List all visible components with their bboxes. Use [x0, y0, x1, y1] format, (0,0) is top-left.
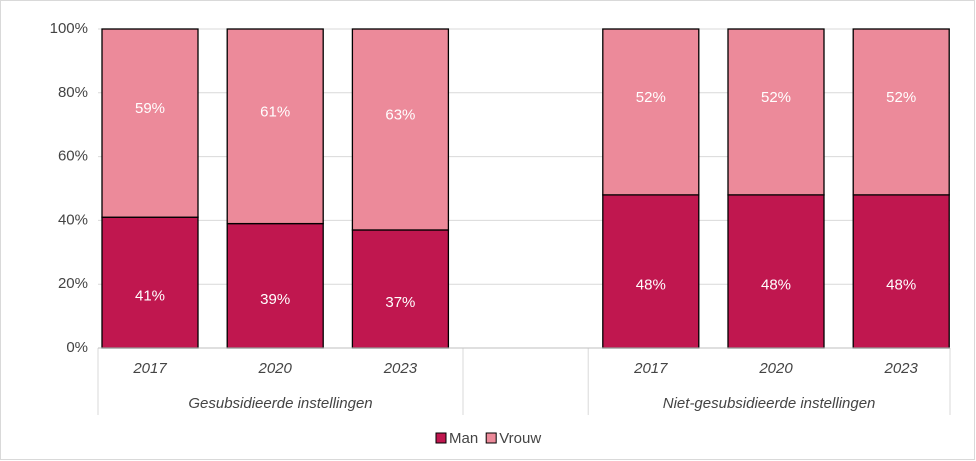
bar-segment	[351, 229, 450, 349]
bar-segment	[727, 28, 825, 196]
legend-label: Man	[449, 430, 478, 447]
bar-segment	[226, 28, 324, 225]
bar-segment	[602, 28, 700, 196]
legend-label: Vrouw	[499, 430, 541, 447]
bar-segment	[727, 194, 825, 349]
data-label: 41%	[135, 288, 165, 305]
data-label: 48%	[886, 276, 916, 293]
data-label: 37%	[385, 294, 415, 311]
group-label: Niet-gesubsidieerde instellingen	[663, 395, 876, 412]
y-tick-label: 60%	[58, 148, 88, 165]
bar-segment	[101, 28, 199, 218]
y-tick-label: 20%	[58, 275, 88, 292]
legend-swatch	[485, 432, 497, 444]
x-tick-label: 2023	[884, 360, 919, 377]
bar-segment	[226, 222, 324, 349]
data-label: 52%	[886, 89, 916, 106]
x-tick-label: 2017	[132, 360, 167, 377]
data-label: 48%	[761, 276, 791, 293]
y-tick-label: 80%	[58, 84, 88, 101]
data-label: 52%	[636, 89, 666, 106]
y-tick-label: 40%	[58, 211, 88, 228]
bar-segment	[852, 194, 950, 349]
data-label: 52%	[761, 89, 791, 106]
data-label: 59%	[135, 100, 165, 117]
x-tick-label: 2020	[258, 360, 293, 377]
y-tick-label: 0%	[66, 339, 88, 356]
bar-segment	[602, 194, 700, 349]
bar-segment	[351, 28, 450, 231]
data-label: 63%	[385, 106, 415, 123]
x-tick-label: 2017	[633, 360, 668, 377]
data-label: 61%	[260, 103, 290, 120]
data-label: 39%	[260, 291, 290, 308]
bar-segment	[852, 28, 950, 196]
bar-segment	[101, 216, 199, 349]
x-tick-label: 2023	[383, 360, 418, 377]
legend-swatch	[435, 432, 447, 444]
x-tick-label: 2020	[758, 360, 793, 377]
data-label: 48%	[636, 276, 666, 293]
y-tick-label: 100%	[50, 20, 88, 37]
group-label: Gesubsidieerde instellingen	[188, 395, 372, 412]
